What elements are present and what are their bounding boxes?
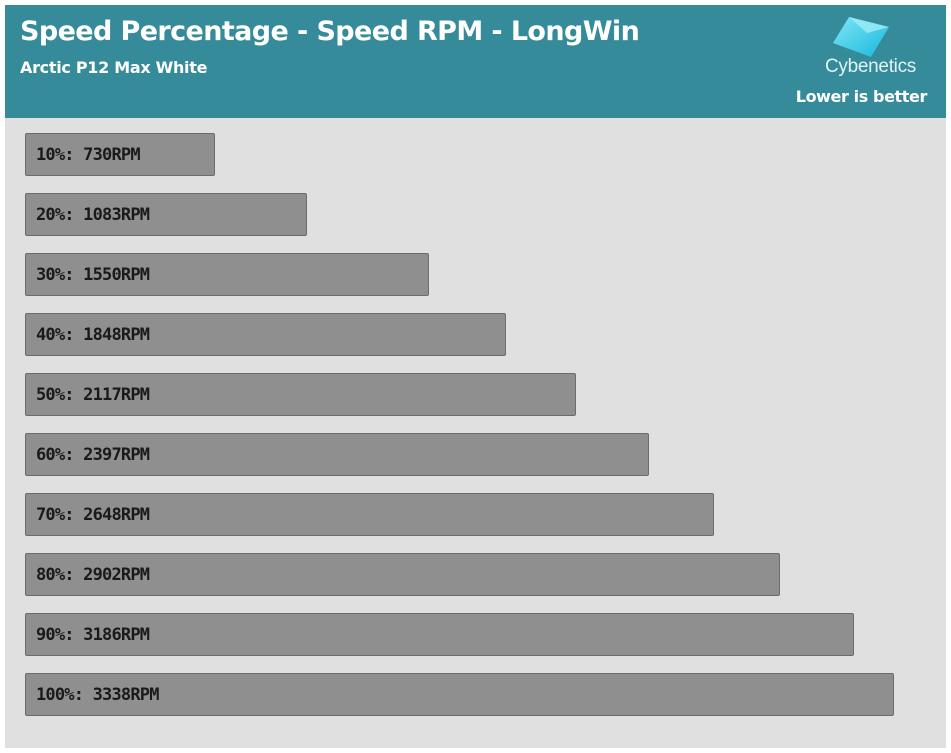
bar-label: 90%: 3186RPM — [36, 625, 150, 645]
chart-title: Speed Percentage - Speed RPM - LongWin — [20, 16, 640, 47]
bar-10pct: 10%: 730RPM — [25, 133, 215, 176]
bar-40pct: 40%: 1848RPM — [25, 313, 506, 356]
bar-80pct: 80%: 2902RPM — [25, 553, 780, 596]
bar-label: 80%: 2902RPM — [36, 565, 150, 585]
bar-90pct: 90%: 3186RPM — [25, 613, 854, 656]
bar-30pct: 30%: 1550RPM — [25, 253, 429, 296]
lower-is-better-note: Lower is better — [795, 87, 928, 106]
bar-label: 60%: 2397RPM — [36, 445, 150, 465]
bar-70pct: 70%: 2648RPM — [25, 493, 714, 536]
bar-label: 100%: 3338RPM — [36, 685, 159, 705]
bar-label: 40%: 1848RPM — [36, 325, 150, 345]
chart-header: Speed Percentage - Speed RPM - LongWin A… — [5, 5, 946, 118]
bar-20pct: 20%: 1083RPM — [25, 193, 307, 236]
bar-area: 10%: 730RPM 20%: 1083RPM 30%: 1550RPM 40%: … — [5, 5, 946, 748]
bar-label: 10%: 730RPM — [36, 145, 141, 165]
bar-60pct: 60%: 2397RPM — [25, 433, 649, 476]
chart-subtitle: Arctic P12 Max White — [20, 58, 208, 77]
bar-label: 20%: 1083RPM — [36, 205, 150, 225]
logo-text: Cybenetics — [825, 56, 916, 77]
bar-label: 30%: 1550RPM — [36, 265, 150, 285]
bar-50pct: 50%: 2117RPM — [25, 373, 576, 416]
chart-frame: Speed Percentage - Speed RPM - LongWin A… — [5, 5, 946, 748]
bar-100pct: 100%: 3338RPM — [25, 673, 894, 716]
cybenetics-logo-icon — [833, 17, 889, 57]
bar-label: 50%: 2117RPM — [36, 385, 150, 405]
bar-label: 70%: 2648RPM — [36, 505, 150, 525]
